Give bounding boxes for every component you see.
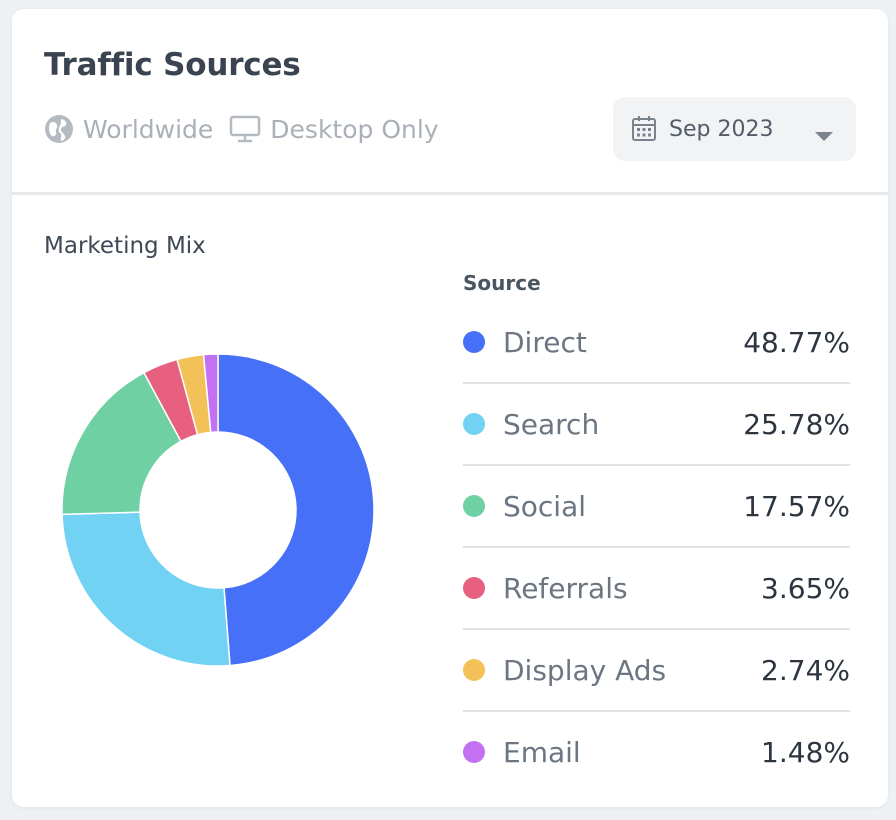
date-picker-button[interactable]: Sep 2023 xyxy=(613,97,856,161)
legend-dot-referrals xyxy=(463,577,485,599)
legend-value-referrals: 3.65% xyxy=(761,571,850,605)
donut-chart xyxy=(61,353,375,667)
date-picker-value: Sep 2023 xyxy=(669,116,774,142)
legend-label-display-ads: Display Ads xyxy=(503,653,667,687)
filter-desktop-only-label: Desktop Only xyxy=(270,114,439,144)
legend-label-social: Social xyxy=(503,489,587,523)
legend-row-referrals[interactable]: Referrals 3.65% xyxy=(463,548,850,630)
legend-dot-display-ads xyxy=(463,659,485,681)
donut-slice-email[interactable] xyxy=(202,353,219,434)
legend-row-direct[interactable]: Direct 48.77% xyxy=(463,302,850,384)
legend-label-email: Email xyxy=(503,735,581,769)
legend-value-social: 17.57% xyxy=(743,489,850,523)
legend-row-email[interactable]: Email 1.48% xyxy=(463,712,850,792)
card-title: Traffic Sources xyxy=(44,47,301,83)
legend-value-search: 25.78% xyxy=(743,407,850,441)
legend-dot-email xyxy=(463,741,485,763)
donut-slice-direct[interactable] xyxy=(217,353,375,667)
filter-desktop-only[interactable]: Desktop Only xyxy=(229,114,439,144)
legend: Source Direct 48.77% Search 25.78% Social 17.… xyxy=(463,264,850,792)
globe-icon xyxy=(44,114,74,144)
legend-dot-social xyxy=(463,495,485,517)
legend-dot-direct xyxy=(463,331,485,353)
legend-header: Source xyxy=(463,271,541,295)
filter-worldwide-label: Worldwide xyxy=(83,114,214,144)
legend-dot-search xyxy=(463,413,485,435)
filter-worldwide[interactable]: Worldwide xyxy=(44,114,213,144)
donut-slice-search[interactable] xyxy=(61,511,231,667)
desktop-icon xyxy=(229,114,261,144)
header-divider xyxy=(12,192,888,195)
legend-row-social[interactable]: Social 17.57% xyxy=(463,466,850,548)
calendar-icon xyxy=(631,115,657,143)
legend-value-email: 1.48% xyxy=(761,735,850,769)
donut-slice-social[interactable] xyxy=(61,371,182,516)
legend-row-search[interactable]: Search 25.78% xyxy=(463,384,850,466)
filter-bar: Worldwide Desktop Only xyxy=(44,110,439,148)
legend-row-display-ads[interactable]: Display Ads 2.74% xyxy=(463,630,850,712)
chevron-down-icon xyxy=(814,124,834,149)
section-title: Marketing Mix xyxy=(44,233,206,259)
legend-value-direct: 48.77% xyxy=(743,325,850,359)
legend-label-referrals: Referrals xyxy=(503,571,628,605)
legend-label-search: Search xyxy=(503,407,600,441)
traffic-sources-card: Traffic Sources Worldwide Desktop Only xyxy=(12,9,888,807)
legend-label-direct: Direct xyxy=(503,325,587,359)
legend-value-display-ads: 2.74% xyxy=(761,653,850,687)
